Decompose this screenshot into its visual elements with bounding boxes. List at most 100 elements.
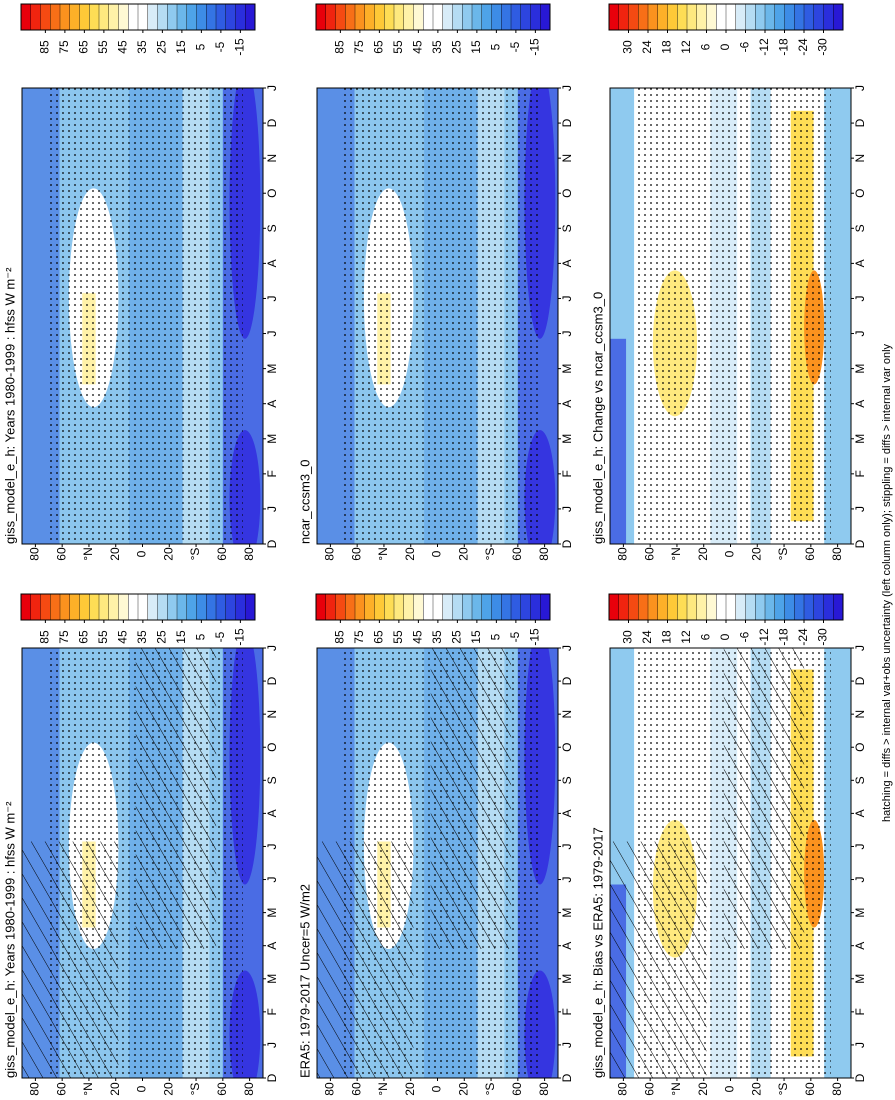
y-tick-label: °S	[483, 548, 497, 561]
y-tick-label: 20	[403, 1082, 417, 1096]
colorbar-segment	[20, 3, 32, 31]
colorbar-segment	[384, 3, 395, 31]
x-tick-label: J	[853, 85, 867, 91]
colorbar-segment	[423, 3, 434, 31]
y-tick-label: 60	[54, 547, 68, 561]
colorbar-segment	[813, 593, 825, 621]
colorbar-segment	[345, 593, 356, 621]
x-tick-label: J	[853, 506, 867, 512]
colorbar-label: -18	[777, 628, 791, 646]
colorbar-label: 15	[174, 630, 188, 644]
y-tick-label: 20	[696, 547, 710, 561]
colorbar-segment	[128, 3, 139, 31]
colorbar-label: -5	[508, 41, 522, 52]
colorbar-segment	[384, 593, 395, 621]
colorbar-label: -5	[508, 631, 522, 642]
x-tick-label: D	[853, 1073, 867, 1082]
colorbar-label: 75	[57, 630, 71, 644]
colorbar-segment	[413, 3, 424, 31]
x-tick-label: J	[853, 645, 867, 651]
colorbar-segment	[784, 3, 795, 31]
colorbar-segment	[755, 593, 766, 621]
x-tick-label: N	[560, 710, 574, 719]
x-tick-label: D	[265, 1073, 279, 1082]
colorbar-label: 85	[333, 40, 347, 54]
y-tick-label: 60	[215, 1082, 229, 1096]
x-tick-label: M	[560, 974, 574, 984]
colorbar-segment	[725, 3, 737, 31]
colorbar-label: 55	[391, 40, 405, 54]
colorbar-segment	[167, 593, 178, 621]
colorbar-segment	[696, 593, 708, 621]
colorbar-label: 55	[391, 630, 405, 644]
stipple-overlay	[636, 88, 831, 544]
x-tick-label: D	[265, 539, 279, 548]
colorbar-label: 65	[77, 630, 91, 644]
colorbar-segment	[225, 593, 237, 621]
colorbar-segment	[335, 3, 346, 31]
colorbar-segment	[774, 593, 786, 621]
colorbar-segment	[215, 3, 227, 31]
colorbar-label: 15	[469, 630, 483, 644]
colorbar-segment	[235, 3, 246, 31]
x-tick-label: J	[265, 295, 279, 301]
colorbar-label: -12	[757, 628, 771, 646]
colorbar-segment	[540, 3, 551, 31]
colorbar-segment	[364, 593, 376, 621]
hatch-overlay	[22, 841, 119, 1078]
colorbar-label: 75	[352, 40, 366, 54]
x-tick-label: A	[560, 942, 574, 950]
x-tick-label: J	[853, 877, 867, 883]
x-tick-label: O	[853, 189, 867, 198]
y-tick-label: 80	[323, 547, 337, 561]
colorbar-segment	[452, 593, 463, 621]
x-tick-label: J	[853, 843, 867, 849]
colorbar-segment	[30, 593, 42, 621]
colorbar-segment	[755, 3, 766, 31]
colorbar-segment	[432, 593, 444, 621]
colorbar-label: 85	[38, 630, 52, 644]
colorbar-segment	[176, 593, 188, 621]
colorbar-segment	[40, 3, 51, 31]
colorbar-label: 6	[699, 633, 713, 640]
x-tick-label: O	[560, 189, 574, 198]
colorbar-label: -15	[528, 38, 542, 56]
colorbar-segment	[647, 593, 659, 621]
colorbar-segment	[108, 593, 120, 621]
x-tick-label: J	[265, 645, 279, 651]
colorbar-label: 25	[155, 40, 169, 54]
colorbar-label: 12	[679, 630, 693, 644]
hatch-overlay	[723, 648, 805, 949]
stipple-overlay	[343, 88, 538, 544]
x-tick-label: O	[265, 743, 279, 752]
x-tick-label: A	[265, 400, 279, 408]
x-tick-label: S	[853, 224, 867, 232]
colorbar-segment	[128, 593, 139, 621]
colorbar-label: -15	[233, 38, 247, 56]
panel-title: giss_model_e_h: Bias vs ERA5: 1979-2017	[590, 827, 605, 1078]
colorbar-segment	[413, 593, 424, 621]
colorbar-label: -15	[528, 628, 542, 646]
field-band	[610, 338, 627, 544]
colorbar-segment	[98, 3, 110, 31]
colorbar-label: 75	[352, 630, 366, 644]
x-tick-label: M	[265, 364, 279, 374]
colorbar-segment	[20, 593, 32, 621]
colorbar-segment	[403, 3, 415, 31]
y-tick-label: 20	[161, 547, 175, 561]
x-tick-label: N	[853, 154, 867, 163]
x-tick-label: J	[560, 506, 574, 512]
x-tick-label: O	[853, 743, 867, 752]
colorbar-label: 24	[640, 40, 654, 54]
colorbar-segment	[157, 3, 168, 31]
colorbar-segment	[491, 3, 502, 31]
colorbar-label: -12	[757, 38, 771, 56]
colorbar-segment	[638, 593, 649, 621]
x-tick-label: O	[265, 189, 279, 198]
colorbar-segment	[245, 593, 256, 621]
colorbar-label: 35	[430, 630, 444, 644]
colorbar-segment	[628, 593, 639, 621]
colorbar-segment	[118, 593, 129, 621]
colorbar-segment	[638, 3, 649, 31]
